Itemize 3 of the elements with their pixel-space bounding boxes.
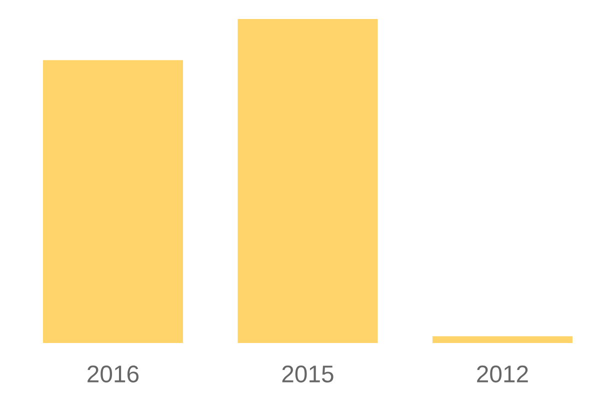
x-tick-label: 2016 bbox=[88, 366, 139, 382]
x-tick-label: 2015 bbox=[282, 366, 334, 382]
x-tick-label: 2012 bbox=[477, 366, 528, 382]
